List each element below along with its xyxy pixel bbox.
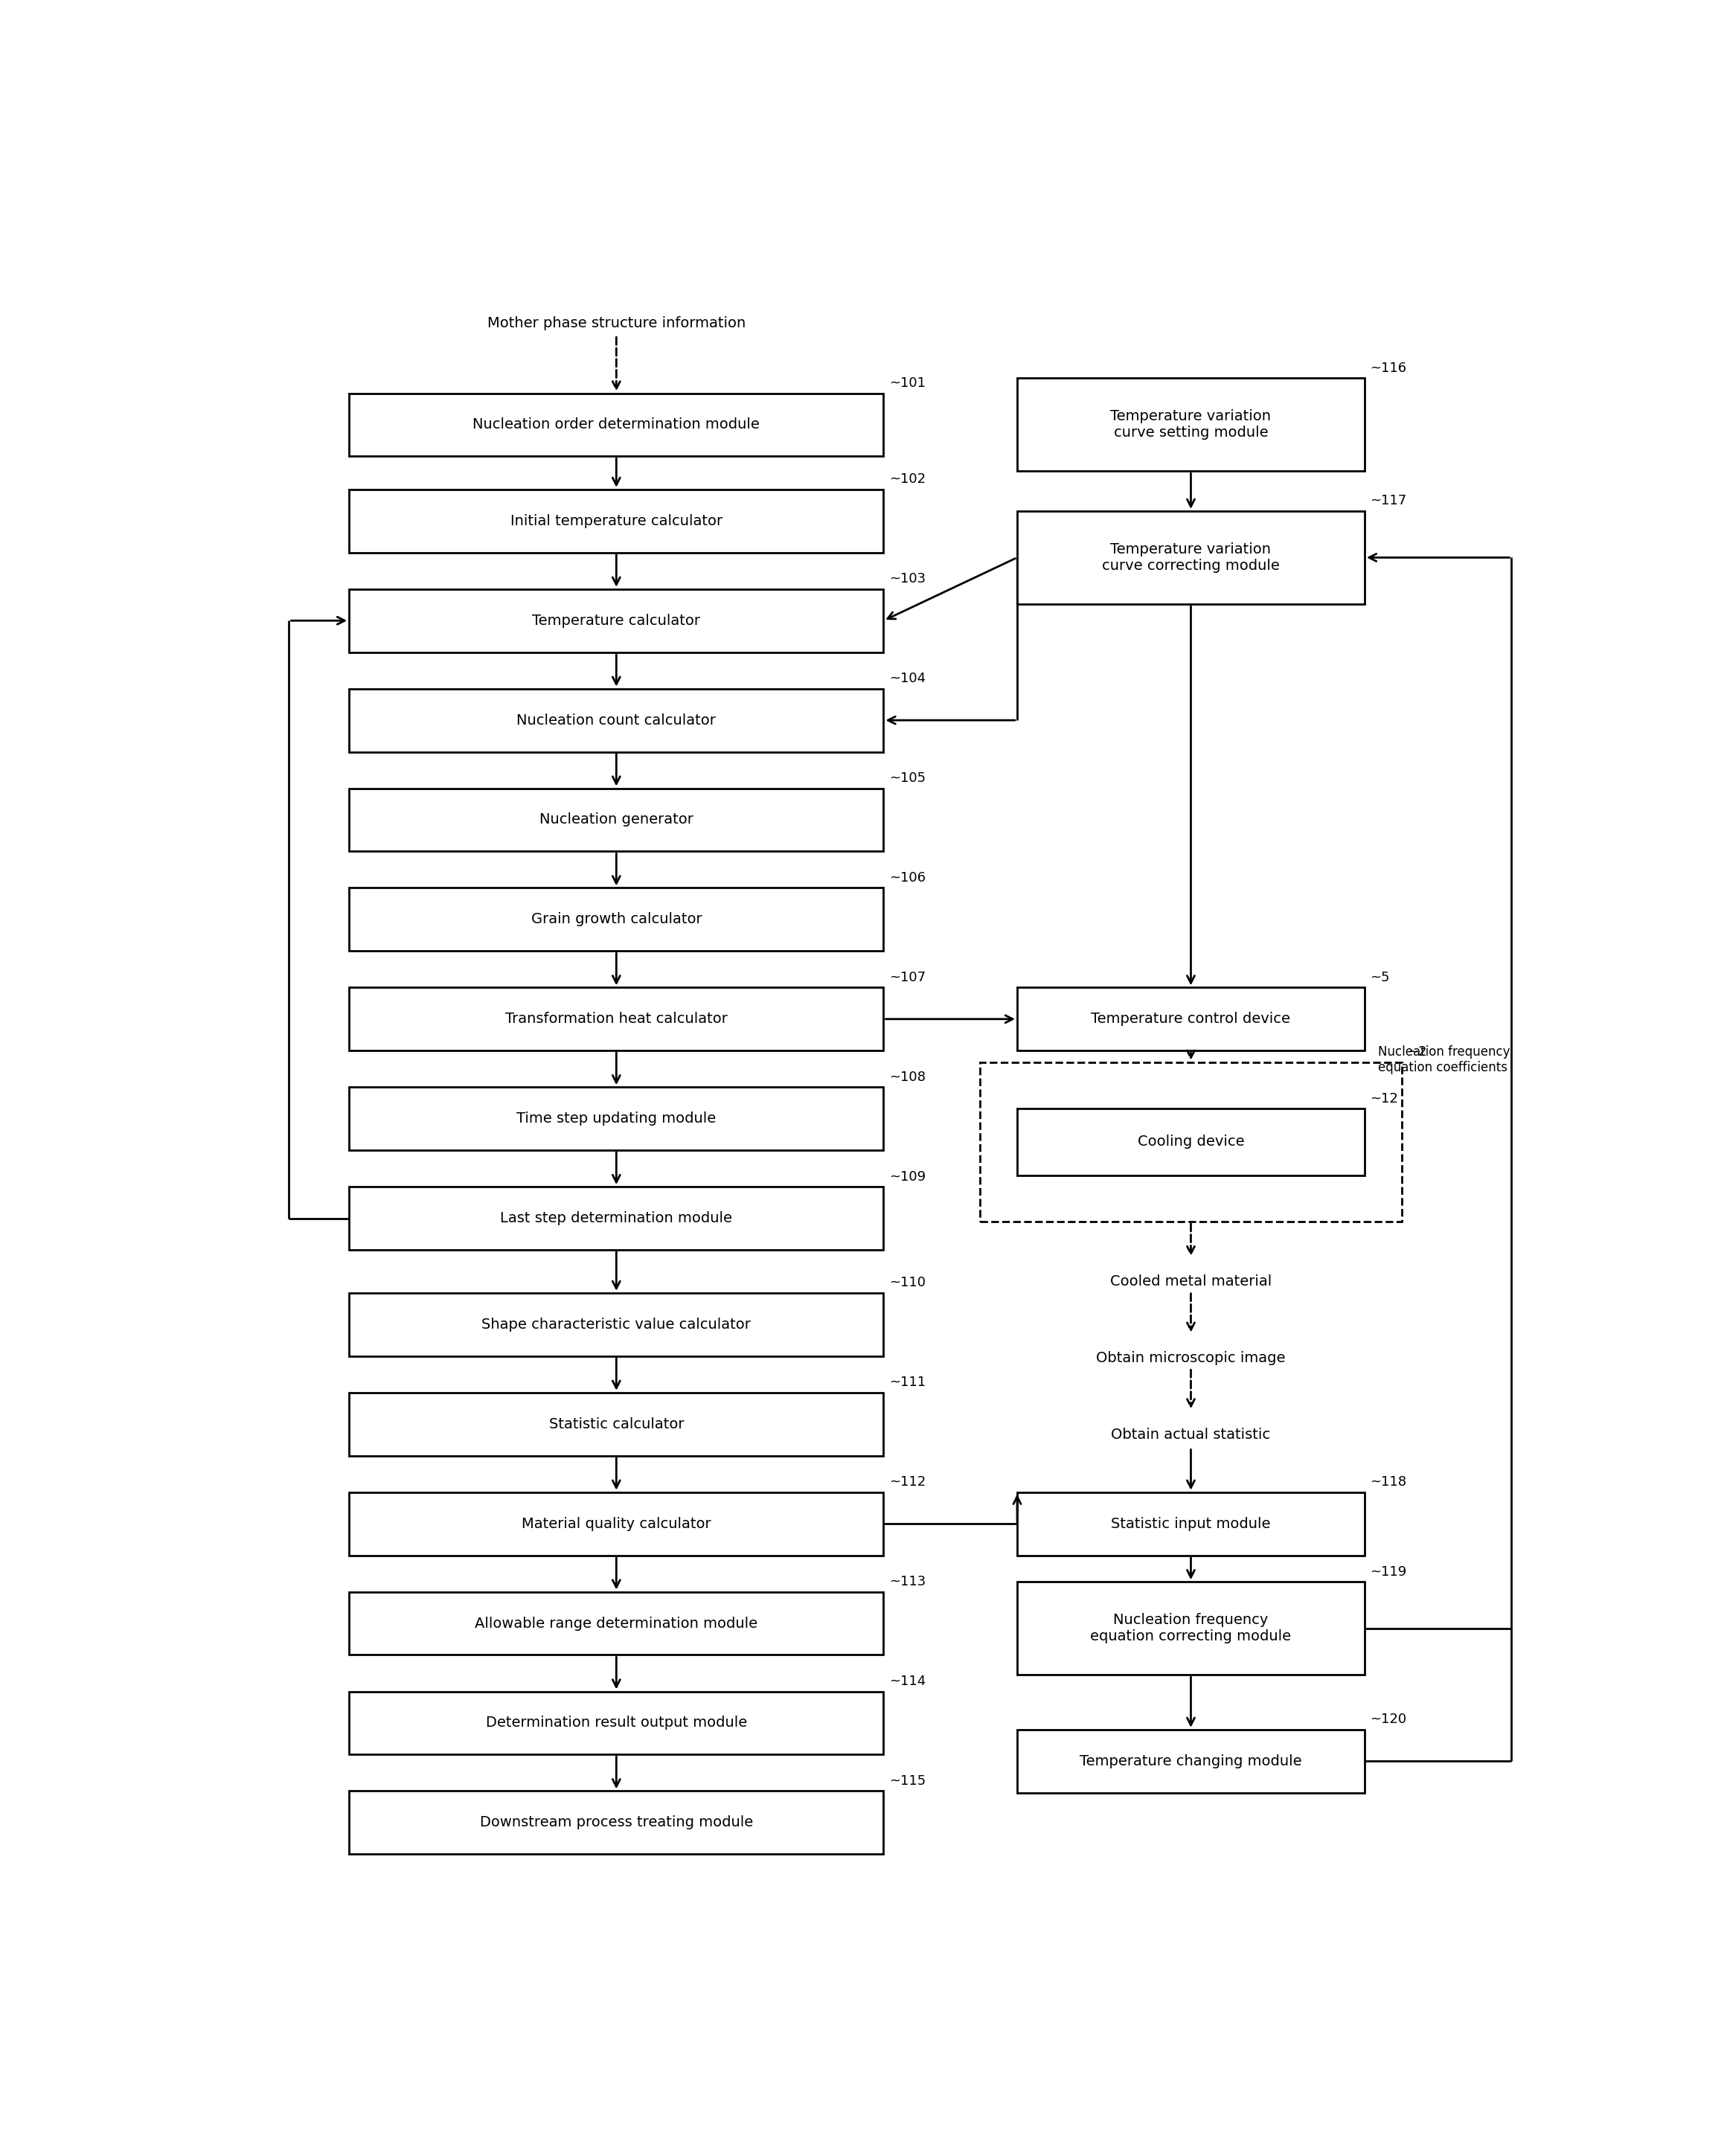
FancyBboxPatch shape [348, 392, 884, 457]
Text: Allowable range determination module: Allowable range determination module [474, 1617, 759, 1630]
Text: ~115: ~115 [890, 1774, 926, 1787]
Text: Nucleation generator: Nucleation generator [540, 813, 693, 828]
Text: Nucleation frequency
equation coefficients: Nucleation frequency equation coefficien… [1377, 1046, 1510, 1074]
Text: ~107: ~107 [890, 970, 926, 983]
Text: Time step updating module: Time step updating module [517, 1112, 715, 1125]
FancyBboxPatch shape [1017, 377, 1365, 472]
Text: Last step determination module: Last step determination module [500, 1212, 733, 1225]
Text: ~109: ~109 [890, 1171, 926, 1184]
FancyBboxPatch shape [348, 1792, 884, 1854]
Text: ~102: ~102 [890, 472, 926, 485]
Text: Nucleation count calculator: Nucleation count calculator [517, 714, 715, 727]
Text: ~5: ~5 [1371, 970, 1390, 983]
FancyBboxPatch shape [348, 1393, 884, 1455]
FancyBboxPatch shape [348, 489, 884, 552]
Text: ~103: ~103 [890, 571, 926, 586]
FancyBboxPatch shape [348, 1087, 884, 1149]
Text: Temperature changing module: Temperature changing module [1079, 1755, 1302, 1768]
Text: Obtain microscopic image: Obtain microscopic image [1096, 1352, 1286, 1365]
Text: ~108: ~108 [890, 1069, 926, 1084]
Text: Statistic calculator: Statistic calculator [548, 1416, 684, 1432]
Text: ~113: ~113 [890, 1576, 926, 1589]
Text: ~106: ~106 [890, 871, 926, 884]
Text: Nucleation order determination module: Nucleation order determination module [472, 418, 760, 431]
FancyBboxPatch shape [348, 1591, 884, 1656]
FancyBboxPatch shape [1017, 1492, 1365, 1554]
FancyBboxPatch shape [1017, 1108, 1365, 1175]
Text: Shape characteristic value calculator: Shape characteristic value calculator [481, 1317, 752, 1332]
Text: Initial temperature calculator: Initial temperature calculator [510, 513, 722, 528]
Text: ~101: ~101 [890, 377, 926, 390]
Text: Temperature variation
curve setting module: Temperature variation curve setting modu… [1110, 410, 1271, 440]
Text: Downstream process treating module: Downstream process treating module [479, 1815, 753, 1830]
Text: Cooled metal material: Cooled metal material [1110, 1274, 1272, 1289]
Text: ~116: ~116 [1371, 362, 1407, 375]
FancyBboxPatch shape [1017, 1583, 1365, 1675]
Text: ~2: ~2 [1407, 1046, 1427, 1059]
Text: ~118: ~118 [1371, 1475, 1407, 1490]
Text: Mother phase structure information: Mother phase structure information [488, 317, 745, 330]
Text: ~104: ~104 [890, 673, 926, 686]
Text: ~117: ~117 [1371, 494, 1407, 509]
FancyBboxPatch shape [1017, 987, 1365, 1050]
FancyBboxPatch shape [348, 789, 884, 852]
Text: Temperature control device: Temperature control device [1091, 1011, 1291, 1026]
Text: Obtain actual statistic: Obtain actual statistic [1112, 1427, 1271, 1442]
Text: Temperature variation
curve correcting module: Temperature variation curve correcting m… [1102, 543, 1279, 573]
Text: ~114: ~114 [890, 1675, 926, 1688]
FancyBboxPatch shape [348, 1492, 884, 1554]
Text: Temperature calculator: Temperature calculator [533, 614, 700, 627]
Text: ~12: ~12 [1371, 1091, 1398, 1106]
FancyBboxPatch shape [348, 987, 884, 1050]
FancyBboxPatch shape [1017, 511, 1365, 604]
FancyBboxPatch shape [1017, 1729, 1365, 1792]
Text: ~110: ~110 [890, 1276, 926, 1289]
FancyBboxPatch shape [348, 1186, 884, 1250]
Text: Determination result output module: Determination result output module [486, 1716, 746, 1729]
Text: ~120: ~120 [1371, 1712, 1407, 1727]
FancyBboxPatch shape [348, 888, 884, 951]
Text: Statistic input module: Statistic input module [1110, 1516, 1271, 1531]
Text: ~105: ~105 [890, 772, 926, 785]
Text: Cooling device: Cooling device [1138, 1134, 1245, 1149]
FancyBboxPatch shape [348, 589, 884, 651]
Text: ~111: ~111 [890, 1376, 926, 1388]
Text: Grain growth calculator: Grain growth calculator [531, 912, 702, 927]
Text: Transformation heat calculator: Transformation heat calculator [505, 1011, 728, 1026]
Text: Nucleation frequency
equation correcting module: Nucleation frequency equation correcting… [1090, 1613, 1291, 1643]
Text: Material quality calculator: Material quality calculator [522, 1516, 710, 1531]
Text: ~119: ~119 [1371, 1565, 1407, 1578]
FancyBboxPatch shape [348, 1294, 884, 1356]
Text: ~112: ~112 [890, 1475, 926, 1490]
FancyBboxPatch shape [348, 688, 884, 752]
FancyBboxPatch shape [348, 1692, 884, 1755]
